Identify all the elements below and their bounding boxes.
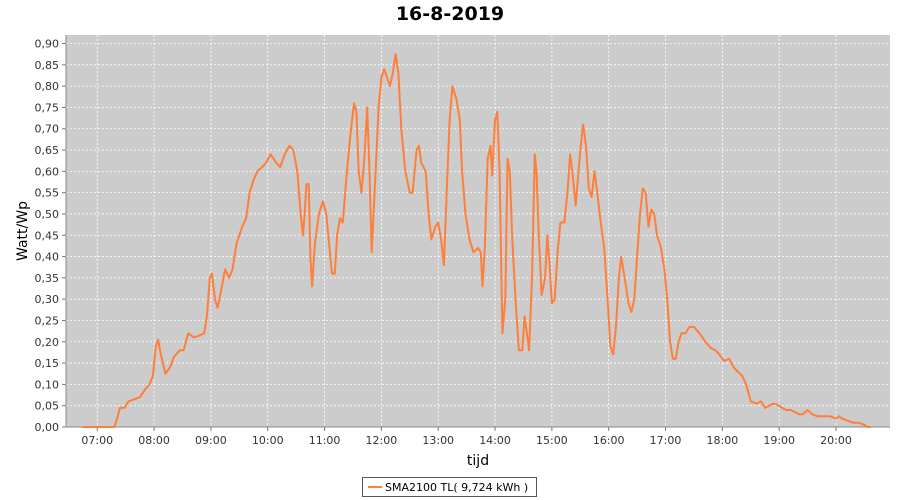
- y-tick-label: 0,85: [35, 59, 60, 72]
- y-tick-label: 0,15: [35, 357, 60, 370]
- y-tick-label: 0,40: [35, 251, 60, 264]
- y-tick-label: 0,20: [35, 336, 60, 349]
- y-tick-label: 0,10: [35, 378, 60, 391]
- y-gridlines: [66, 43, 890, 428]
- x-tick-label: 09:00: [195, 434, 227, 447]
- y-axis: 0,00 0,05 0,10 0,15 0,20 0,25 0,30 0,35 0,40 0,45…: [35, 35, 67, 434]
- y-tick-label: 0,90: [35, 38, 60, 51]
- x-tick-label: 11:00: [309, 434, 341, 447]
- chart-title: 16-8-2019: [395, 3, 505, 25]
- series-line: [82, 53, 872, 428]
- x-tick-label: 08:00: [138, 434, 170, 447]
- x-tick-label: 12:00: [366, 434, 398, 447]
- y-tick-label: 0,25: [35, 314, 60, 327]
- x-tick-label: 15:00: [536, 434, 568, 447]
- x-tick-label: 10:00: [252, 434, 284, 447]
- x-tick-label: 14:00: [479, 434, 511, 447]
- x-tick-label: 18:00: [707, 434, 739, 447]
- legend: SMA2100 TL( 9,724 kWh ): [362, 477, 538, 497]
- y-tick-label: 0,35: [35, 272, 60, 285]
- y-tick-label: 0,70: [35, 123, 60, 136]
- x-tick-label: 07:00: [81, 434, 113, 447]
- x-tick-label: 13:00: [422, 434, 454, 447]
- y-axis-label: Watt/Wp: [15, 201, 31, 261]
- y-tick-label: 0,55: [35, 187, 60, 200]
- series-layer: [82, 53, 872, 428]
- y-tick-label: 0,30: [35, 293, 60, 306]
- y-tick-label: 0,60: [35, 165, 60, 178]
- y-tick-label: 0,00: [35, 421, 60, 434]
- legend-label: SMA2100 TL( 9,724 kWh ): [385, 480, 529, 494]
- x-axis-label: tijd: [467, 453, 489, 469]
- y-tick-label: 0,65: [35, 144, 60, 157]
- x-tick-label: 20:00: [820, 434, 852, 447]
- x-tick-label: 17:00: [650, 434, 682, 447]
- y-tick-label: 0,75: [35, 101, 60, 114]
- y-tick-label: 0,05: [35, 400, 60, 413]
- y-tick-label: 0,80: [35, 80, 60, 93]
- legend-swatch: [368, 486, 382, 488]
- y-tick-label: 0,45: [35, 229, 60, 242]
- plot-area: [66, 35, 890, 427]
- x-tick-label: 19:00: [763, 434, 795, 447]
- x-tick-label: 16:00: [593, 434, 625, 447]
- x-gridlines: [96, 35, 837, 427]
- y-tick-label: 0,50: [35, 208, 60, 221]
- x-axis: 07:00 08:00 09:00 10:00 11:00 12:00 13:00 14:00…: [66, 426, 890, 447]
